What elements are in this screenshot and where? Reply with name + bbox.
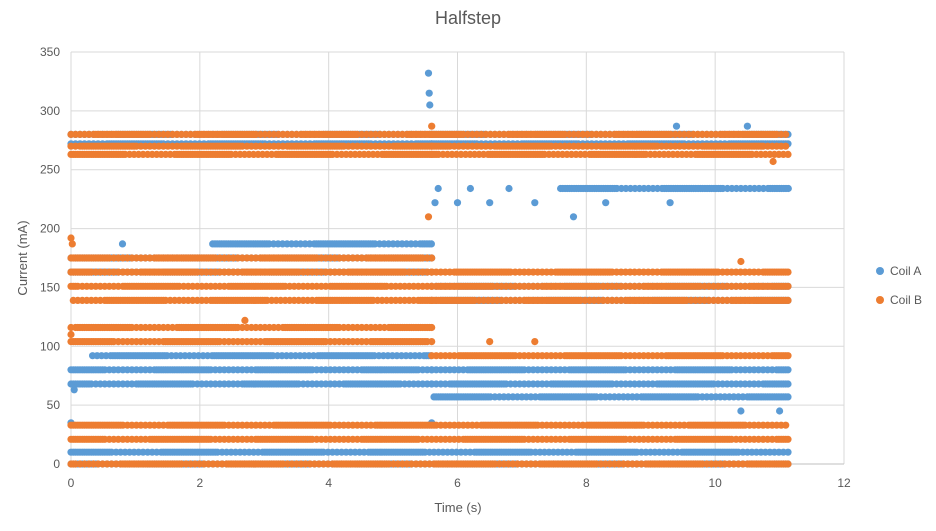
data-point	[782, 421, 790, 429]
data-point	[737, 407, 745, 415]
data-point	[784, 448, 792, 456]
plot-area	[67, 69, 792, 468]
data-point	[602, 199, 610, 207]
data-point	[426, 101, 434, 109]
data-point	[672, 122, 681, 130]
data-point	[784, 184, 792, 193]
y-tick-label: 300	[40, 104, 60, 118]
data-point	[428, 338, 436, 346]
data-point	[784, 460, 792, 468]
data-point	[784, 296, 792, 304]
y-tick-label: 250	[40, 163, 60, 177]
data-point	[428, 254, 436, 262]
data-point	[784, 352, 792, 360]
x-tick-label: 12	[837, 476, 851, 490]
y-tick-label: 350	[40, 45, 60, 59]
y-tick-label: 0	[53, 457, 60, 471]
data-point	[424, 69, 433, 77]
series-coil-a	[67, 69, 792, 468]
y-axis-ticks: 0 50 100 150 200 250 300 350	[40, 45, 60, 471]
x-tick-label: 2	[196, 476, 203, 490]
data-point	[784, 380, 792, 388]
data-point	[531, 199, 539, 207]
data-point	[743, 122, 752, 130]
y-tick-label: 200	[40, 222, 60, 236]
chart-title: Halfstep	[435, 8, 501, 28]
data-point	[505, 184, 513, 193]
data-point	[118, 240, 127, 248]
x-tick-label: 4	[325, 476, 332, 490]
data-point	[70, 386, 78, 394]
x-axis-ticks: 0 2 4 6 8 10 12	[68, 476, 851, 490]
data-point	[466, 184, 474, 193]
x-tick-label: 0	[68, 476, 75, 490]
data-point	[666, 199, 674, 207]
data-point	[784, 366, 792, 374]
data-point	[784, 393, 792, 401]
y-tick-label: 150	[40, 280, 60, 294]
x-tick-label: 6	[454, 476, 461, 490]
data-point	[427, 240, 435, 248]
data-point	[784, 150, 792, 158]
data-point	[425, 89, 433, 97]
data-point	[784, 282, 792, 290]
series-coil-b	[67, 122, 792, 468]
data-point	[434, 184, 442, 193]
data-point	[428, 323, 436, 332]
x-tick-label: 8	[583, 476, 590, 490]
data-point	[569, 213, 578, 221]
data-point	[453, 199, 462, 207]
data-point	[784, 435, 792, 443]
y-tick-label: 100	[40, 339, 60, 353]
y-tick-label: 50	[47, 398, 61, 412]
data-point	[784, 268, 792, 276]
data-point	[431, 199, 439, 207]
x-tick-label: 10	[708, 476, 722, 490]
data-point	[486, 199, 494, 207]
data-point	[776, 407, 784, 415]
